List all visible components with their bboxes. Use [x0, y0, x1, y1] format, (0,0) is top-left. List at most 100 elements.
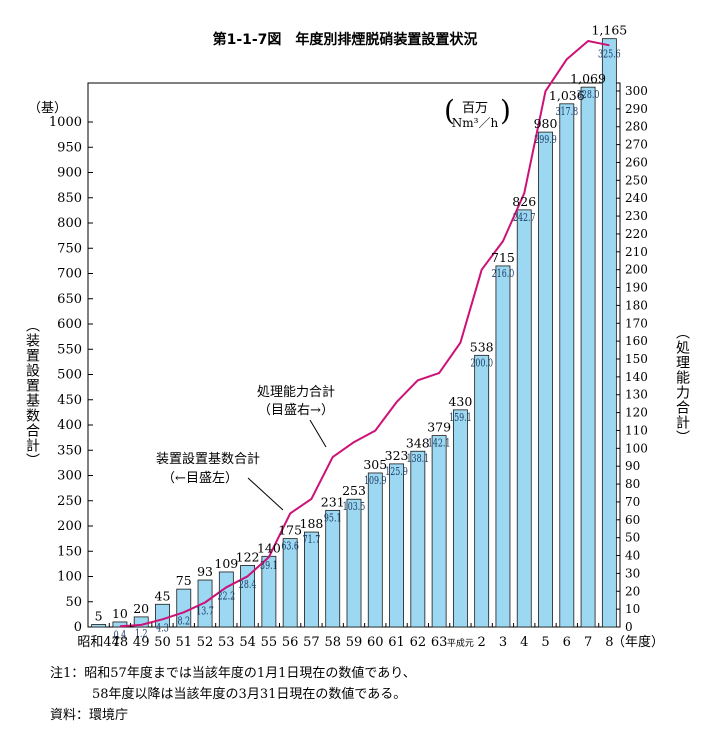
x-tick-label: 48 [112, 635, 129, 650]
right-axis-tick-label: 250 [625, 173, 648, 187]
bar-value-label: 10 [112, 606, 128, 621]
right-axis: 0 10 20 30 40 50 60 70 80 90 100 110 120 130 140 150 160… [615, 84, 648, 634]
right-axis-tick-label: 150 [625, 352, 648, 366]
left-axis-tick-label: 750 [57, 241, 82, 256]
bar-value-label: 5 [95, 608, 103, 623]
bar-annotation-line2: （←目盛左） [162, 471, 238, 486]
bar-value-label: 430 [448, 394, 472, 409]
bar-annotation: 装置設置基数合計 （←目盛左） [156, 451, 284, 511]
capacity-line [119, 40, 610, 628]
left-axis-tick-label: 250 [57, 494, 82, 509]
bar [452, 409, 468, 628]
left-axis-tick-label: 0 [74, 620, 82, 635]
bar [580, 86, 596, 628]
x-tick-label: 53 [218, 635, 235, 650]
bar-value-label: 20 [133, 601, 149, 616]
line-value-label: 39.1 [260, 560, 278, 573]
x-tick-label: 49 [133, 635, 150, 650]
note-line-2: 58年度以降は当該年度の3月31日現在の数値である。 [92, 687, 407, 702]
bar-value-label: 188 [300, 516, 324, 531]
bar [367, 472, 383, 628]
left-axis-tick-label: 950 [57, 140, 82, 155]
left-axis-tick-label: 600 [57, 317, 82, 332]
right-axis-tick-label: 200 [625, 263, 648, 277]
right-axis-tick-label: 290 [625, 102, 648, 116]
bar-value-label: 1,069 [570, 71, 606, 86]
left-axis-unit: （基） [28, 101, 67, 116]
right-axis-unit-line2: Nm³／h [452, 116, 499, 130]
right-axis-unit: ( 百万 Nm³／h ) [444, 94, 511, 130]
right-axis-tick-label: 130 [625, 388, 648, 402]
right-axis-tick-label: 90 [625, 459, 640, 473]
chart-title: 第1-1-7図 年度別排煙脱硝装置設置状況 [213, 31, 478, 48]
right-axis-tick-label: 50 [625, 531, 640, 545]
right-axis-unit-bracket-close: ) [500, 94, 511, 127]
right-axis-tick-label: 120 [625, 406, 648, 420]
bar-value-label: 1,036 [549, 88, 585, 103]
line-value-label: 13.7 [196, 605, 214, 618]
bar-value-label: 140 [257, 540, 281, 555]
left-axis-tick-label: 400 [57, 418, 82, 433]
x-tick-label: 59 [346, 635, 363, 650]
left-axis-tick-label: 650 [57, 292, 82, 307]
left-axis-tick-label: 700 [57, 267, 82, 282]
left-axis-tick-label: 300 [57, 469, 82, 484]
right-axis-tick-label: 60 [625, 513, 640, 527]
x-axis-unit: （年度） [612, 634, 664, 650]
x-tick-label: 5 [541, 635, 549, 650]
left-axis-tick-label: 100 [57, 570, 82, 585]
bar-value-label: 45 [155, 588, 171, 603]
bar-value-label: 980 [534, 116, 558, 131]
x-tick-label: 60 [367, 635, 384, 650]
bar-value-label: 231 [321, 494, 345, 509]
left-axis-tick-label: 1000 [49, 115, 82, 130]
x-tick-label: 8 [605, 635, 613, 650]
line-value-label: 109.9 [364, 475, 387, 488]
x-tick-label: 昭和47 [77, 635, 120, 650]
line-value-label: 142.1 [428, 437, 451, 450]
left-axis-tick-label: 450 [57, 393, 82, 408]
bar [282, 538, 298, 628]
x-tick-label: 63 [431, 635, 448, 650]
x-tick-label: 7 [584, 635, 592, 650]
left-axis-tick-label: 850 [57, 191, 82, 206]
bar-value-label: 305 [363, 457, 387, 472]
right-axis-tick-label: 40 [625, 549, 640, 563]
left-axis-tick-label: 500 [57, 368, 82, 383]
left-axis-tick-label: 50 [65, 595, 82, 610]
bar-annotation-leader [247, 477, 284, 511]
x-tick-label: 58 [324, 635, 341, 650]
bar [389, 463, 404, 628]
bar [495, 265, 511, 628]
bar [91, 624, 107, 628]
bar-annotation-line1: 装置設置基数合計 [156, 451, 260, 467]
left-axis-tick-label: 550 [57, 342, 82, 357]
bar [346, 498, 362, 628]
bar [304, 531, 319, 628]
line-annotation-line2: （目盛右→） [258, 403, 334, 418]
left-axis: 0 50 100 150 200 250 300 350 400 450 500 550 600 650 7… [49, 115, 93, 635]
right-axis-tick-label: 0 [625, 620, 633, 634]
left-axis-tick-label: 350 [57, 443, 82, 458]
right-axis-tick-label: 140 [625, 370, 648, 384]
right-axis-tick-label: 260 [625, 155, 648, 169]
bar-value-label: 538 [470, 339, 494, 354]
line-value-label: 138.1 [407, 453, 430, 466]
bar [112, 621, 128, 628]
line-value-label: 0.4 [114, 629, 127, 642]
left-axis-tick-label: 200 [57, 519, 82, 534]
right-axis-tick-label: 160 [625, 334, 648, 348]
bar-series [91, 38, 617, 628]
x-tick-label: 56 [282, 635, 299, 650]
line-value-label: 4.3 [156, 622, 169, 635]
line-value-label: 159.1 [449, 412, 472, 425]
right-axis-tick-label: 300 [625, 84, 648, 98]
right-axis-tick-label: 280 [625, 120, 648, 134]
note-line-1: 注1：昭和57年度までは当該年度の1月1日現在の数値であり、 [50, 666, 416, 681]
line-value-label: 1.2 [135, 628, 148, 641]
line-value-label: 328.0 [577, 89, 600, 102]
right-axis-tick-label: 110 [625, 423, 648, 437]
